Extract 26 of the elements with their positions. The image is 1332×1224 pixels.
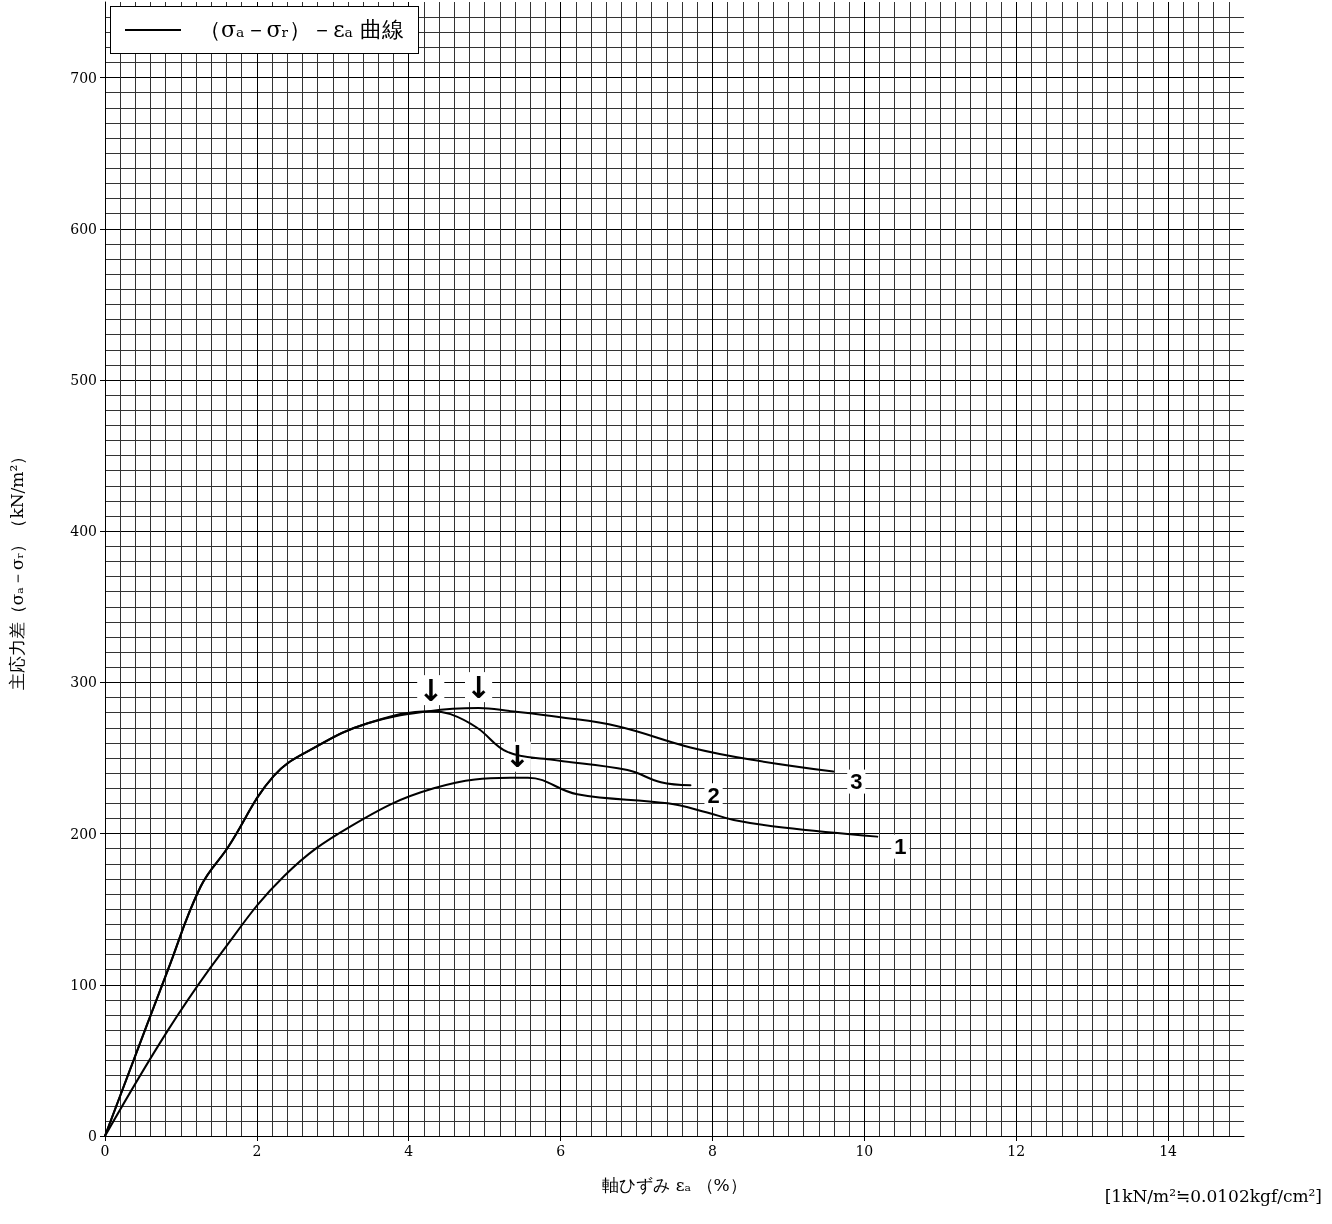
x-tick-label: 12	[1007, 1143, 1026, 1159]
y-tick-label: 300	[70, 674, 97, 691]
annotation: ↓	[466, 669, 492, 705]
y-tick-label: 0	[88, 1128, 97, 1144]
text: [1kN/m²≒0.0102kgf/cm²]	[1104, 1186, 1322, 1206]
legend-title: （σₐ－σᵣ）－εₐ 曲線	[199, 16, 405, 44]
y-tick-label: 100	[70, 976, 97, 993]
x-tick-label: 8	[708, 1143, 717, 1159]
x-tick-label: 2	[252, 1143, 262, 1159]
x-tick-label: 4	[404, 1143, 414, 1159]
series-label: 2	[707, 782, 720, 808]
x-axis-title: 軸ひずみ εₐ （%）	[602, 1174, 747, 1195]
y-tick-label: 200	[70, 825, 97, 842]
y-axis-title: 主応力差（σₐ－σᵣ）（kN/m²）	[6, 447, 27, 691]
annotation: ↓	[418, 672, 444, 708]
x-tick-label: 6	[556, 1143, 566, 1159]
legend-box: （σₐ－σᵣ）－εₐ 曲線	[110, 6, 420, 54]
y-tick-label: 700	[70, 69, 97, 86]
x-tick-label: 14	[1159, 1143, 1178, 1159]
series-label: 1	[894, 834, 907, 860]
y-tick-label: 400	[70, 523, 97, 540]
series-label: 3	[850, 769, 863, 795]
y-tick-label: 600	[70, 220, 97, 237]
y-tick-label: 500	[70, 372, 97, 388]
x-tick-label: 10	[855, 1143, 874, 1159]
x-tick-label: 0	[100, 1143, 110, 1159]
